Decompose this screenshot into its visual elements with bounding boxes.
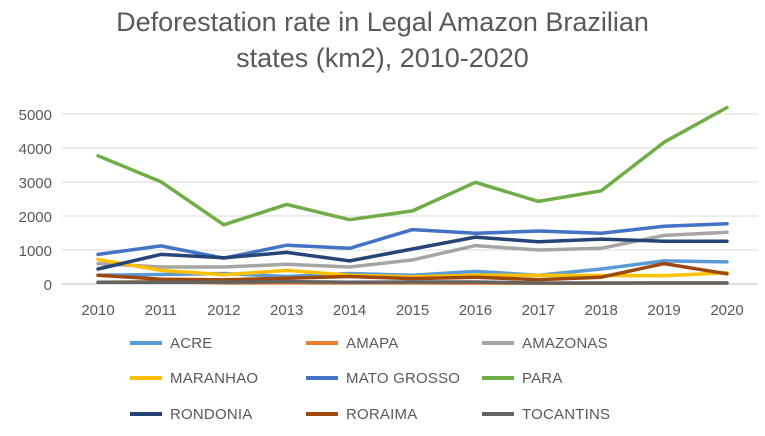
chart-title-line-2: states (km2), 2010-2020	[236, 43, 529, 73]
y-tick-label: 4000	[19, 141, 52, 158]
series-line-roraima	[96, 261, 729, 282]
legend-swatch	[482, 376, 514, 380]
legend-item-mato-grosso: MATO GROSSO	[306, 368, 460, 388]
x-tick-label: 2010	[81, 302, 114, 319]
legend-label: MATO GROSSO	[346, 369, 461, 387]
legend-swatch	[130, 412, 162, 416]
x-tick-label: 2015	[396, 302, 429, 319]
legend-label: ACRE	[170, 334, 213, 352]
legend-item-tocantins: TOCANTINS	[482, 404, 610, 424]
legend-swatch	[482, 412, 514, 416]
legend-label: MARANHAO	[170, 369, 259, 387]
x-tick-label: 2020	[710, 302, 743, 319]
legend-item-amazonas: AMAZONAS	[482, 333, 608, 353]
y-tick-label: 2000	[19, 209, 52, 226]
legend-item-roraima: RORAIMA	[306, 404, 417, 424]
series-line-para	[96, 105, 729, 227]
legend-label: RONDONIA	[170, 405, 253, 423]
y-tick-label: 0	[44, 277, 52, 294]
x-tick-label: 2016	[459, 302, 492, 319]
legend-item-rondonia: RONDONIA	[130, 404, 252, 424]
x-tick-label: 2018	[585, 302, 618, 319]
x-tick-label: 2017	[522, 302, 555, 319]
series-line-tocantins	[96, 279, 729, 285]
y-tick-label: 1000	[19, 243, 52, 260]
legend-swatch	[130, 341, 162, 345]
x-tick-label: 2019	[647, 302, 680, 319]
legend-item-amapa: AMAPA	[306, 333, 398, 353]
legend-item-para: PARA	[482, 368, 563, 388]
legend-swatch	[130, 376, 162, 380]
x-tick-label: 2013	[270, 302, 303, 319]
legend-item-acre: ACRE	[130, 333, 212, 353]
series-line-amazonas	[96, 230, 729, 269]
legend-label: RORAIMA	[346, 405, 418, 423]
legend-label: AMAPA	[346, 334, 399, 352]
legend-label: PARA	[522, 369, 563, 387]
series-line-mato-grosso	[96, 222, 729, 260]
x-tick-label: 2012	[207, 302, 240, 319]
x-tick-label: 2014	[333, 302, 366, 319]
legend-label: AMAZONAS	[522, 334, 608, 352]
chart-title: Deforestation rate in Legal Amazon Brazi…	[0, 4, 765, 76]
legend-label: TOCANTINS	[522, 405, 611, 423]
x-tick-label: 2011	[145, 302, 177, 319]
y-tick-label: 3000	[19, 175, 52, 192]
legend-swatch	[306, 341, 338, 345]
legend-swatch	[306, 376, 338, 380]
legend-item-maranhao: MARANHAO	[130, 368, 258, 388]
y-tick-label: 5000	[19, 107, 52, 124]
legend-swatch	[482, 341, 514, 345]
chart-title-line-1: Deforestation rate in Legal Amazon Brazi…	[116, 7, 649, 37]
series-line-rondonia	[96, 235, 729, 271]
legend-swatch	[306, 412, 338, 416]
